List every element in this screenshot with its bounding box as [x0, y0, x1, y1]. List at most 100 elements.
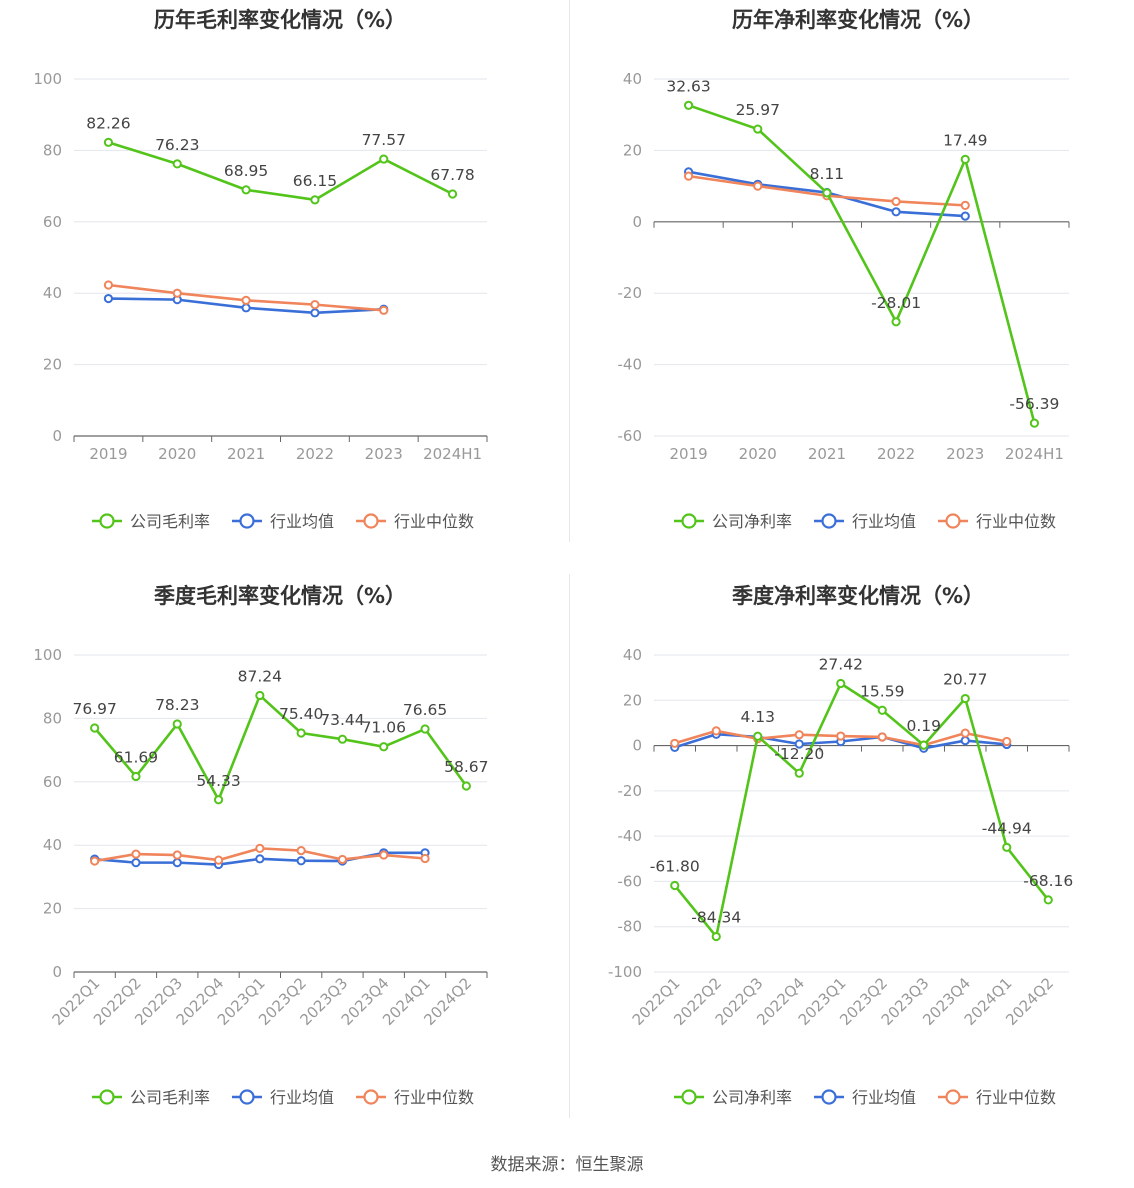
median-point [420, 853, 430, 864]
legend-marker [239, 1089, 255, 1105]
data-label: 71.06 [362, 719, 406, 737]
legend-marker [681, 1089, 697, 1105]
legend-marker [681, 513, 697, 529]
company-point [836, 678, 846, 689]
y-tick-label: -20 [618, 782, 643, 800]
legend-item-median: 行业中位数 [356, 1088, 474, 1107]
legend-marker [363, 1089, 379, 1105]
data-label: 17.49 [943, 131, 987, 149]
annual-gross-margin-chart: 历年毛利率变化情况（%） 0 20 40 60 80 100 2019 2020 2021 202… [0, 0, 560, 545]
avg-point [255, 854, 265, 864]
data-label: 87.24 [238, 667, 282, 685]
y-tick-label: -40 [618, 356, 643, 374]
median-point [379, 850, 389, 860]
y-tick-label: 0 [52, 427, 62, 445]
legend-label: 公司净利率 [712, 512, 792, 531]
legend-marker [239, 513, 255, 529]
x-tick-label: 2023 [365, 445, 403, 463]
median-point [794, 730, 804, 740]
company-series-line [688, 104, 1036, 424]
chart-svg: -100-80-60-40-20020402022Q12022Q22022Q32… [608, 646, 1073, 1107]
y-tick-label: 40 [43, 836, 62, 854]
quarterly-gross-margin-chart: 季度毛利率变化情况（%） 0 20 40 60 80 100 2022Q1 2022Q2 202… [0, 576, 560, 1121]
y-tick-label: 0 [52, 963, 62, 981]
y-tick-label: 20 [623, 691, 642, 709]
company-point [103, 137, 114, 147]
legend-marker [821, 1089, 837, 1105]
company-point [90, 723, 100, 733]
median-point [103, 280, 114, 290]
legend-item-company: 公司净利率 [674, 1088, 792, 1107]
legend-item-company: 公司毛利率 [92, 1088, 210, 1107]
avg-point [172, 858, 182, 868]
y-tick-label: 60 [43, 213, 62, 231]
legend-marker [945, 513, 961, 529]
y-tick-label: 20 [43, 900, 62, 918]
avg-point [891, 207, 901, 217]
y-tick-label: -40 [618, 827, 643, 845]
data-label: 78.23 [155, 696, 199, 714]
chart-svg: 0 20 40 60 80 100 2019 2020 2021 2022 2023 2024H1 82… [33, 70, 488, 531]
legend-label: 行业中位数 [394, 512, 474, 531]
company-point [255, 690, 265, 701]
x-tick-label: 2021 [808, 445, 846, 463]
y-tick-label: -100 [608, 963, 642, 981]
avg-point [241, 303, 251, 313]
y-tick-label: -60 [618, 872, 643, 890]
chart-title: 季度净利率变化情况（%） [731, 584, 985, 608]
legend-marker [99, 1089, 115, 1105]
legend-item-company: 公司净利率 [674, 512, 792, 531]
data-label: -28.01 [871, 294, 921, 312]
x-tick-label: 2024H1 [1005, 445, 1064, 463]
median-point [172, 288, 182, 298]
company-point [1043, 895, 1053, 905]
median-point [960, 728, 970, 738]
company-series-line [108, 141, 454, 202]
legend-marker [821, 513, 837, 529]
data-label: 73.44 [320, 711, 364, 729]
company-point [379, 154, 389, 164]
company-point [711, 931, 721, 942]
company-series-line [93, 694, 468, 802]
company-point [1002, 842, 1012, 852]
median-point [90, 856, 100, 866]
data-label: 67.78 [430, 166, 474, 184]
y-tick-label: 80 [43, 709, 62, 727]
data-label: 66.15 [293, 172, 337, 190]
median-point [379, 305, 389, 315]
company-point [337, 734, 348, 744]
company-point [683, 100, 694, 110]
median-point [836, 731, 846, 741]
company-point [447, 189, 458, 199]
legend-label: 行业均值 [270, 512, 334, 531]
company-series-line [673, 682, 1050, 938]
y-tick-label: 60 [43, 773, 62, 791]
median-point [891, 196, 901, 207]
y-tick-label: 0 [632, 213, 642, 231]
legend-label: 行业均值 [852, 512, 916, 531]
data-label: 75.40 [279, 705, 323, 723]
y-tick-label: 100 [33, 646, 62, 664]
avg-point [960, 735, 970, 746]
data-label: 15.59 [860, 682, 904, 700]
company-point [822, 188, 832, 198]
company-point [960, 693, 970, 704]
data-label: 77.57 [362, 131, 406, 149]
legend-label: 公司净利率 [712, 1088, 792, 1107]
data-label: -44.94 [982, 819, 1032, 837]
median-point [1002, 736, 1012, 747]
legend-marker [945, 1089, 961, 1105]
chart-svg: -60 -40 -20 0 20 40 2019 2020 2021 2022 2023 2024H1… [618, 70, 1070, 531]
median-point [310, 300, 320, 310]
y-tick-label: 40 [623, 70, 642, 88]
chart-title: 历年净利率变化情况（%） [731, 8, 985, 32]
company-point [919, 740, 929, 750]
data-label: 20.77 [943, 671, 987, 689]
company-point [420, 724, 430, 734]
company-point [296, 728, 306, 738]
legend-item-median: 行业中位数 [938, 1088, 1056, 1107]
company-point [131, 771, 141, 782]
chart-svg: 0204060801002022Q12022Q22022Q32022Q42023… [33, 646, 488, 1107]
x-tick-label: 2019 [89, 445, 127, 463]
data-source-note: 数据来源：恒生聚源 [490, 1155, 644, 1175]
